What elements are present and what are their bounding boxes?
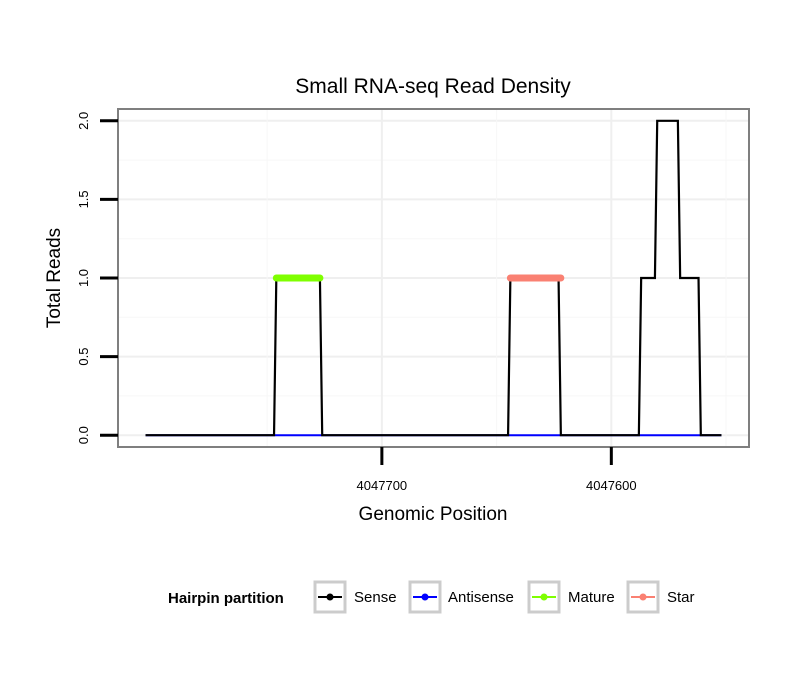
series-lines	[145, 119, 722, 437]
y-tick-label: 2.0	[76, 112, 91, 130]
legend-key-dot	[540, 593, 548, 601]
legend-key-dot	[326, 593, 334, 601]
x-axis: 4047700 4047600	[357, 447, 637, 493]
x-tick-label: 4047600	[586, 478, 637, 493]
y-tick-label: 0.0	[76, 426, 91, 444]
chart-title: Small RNA-seq Read Density	[295, 75, 571, 98]
legend-key-dot	[421, 593, 429, 601]
legend-key-box	[527, 580, 561, 614]
legend-title: Hairpin partition	[168, 590, 284, 607]
y-tick-label: 1.5	[76, 190, 91, 208]
legend-key-dot	[639, 593, 647, 601]
legend-label: Mature	[568, 589, 615, 606]
x-tick-label: 4047700	[357, 478, 408, 493]
legend-label: Sense	[354, 589, 397, 606]
y-tick-label: 1.0	[76, 269, 91, 287]
y-axis: 0.0 0.5 1.0 1.5 2.0	[76, 112, 118, 444]
x-axis-label: Genomic Position	[359, 504, 508, 525]
y-tick-label: 0.5	[76, 348, 91, 366]
legend: Hairpin partition Sense Antisense Mature St…	[168, 580, 695, 614]
legend-label: Star	[667, 589, 695, 606]
y-axis-label: Total Reads	[44, 228, 65, 328]
legend-label: Antisense	[448, 589, 514, 606]
